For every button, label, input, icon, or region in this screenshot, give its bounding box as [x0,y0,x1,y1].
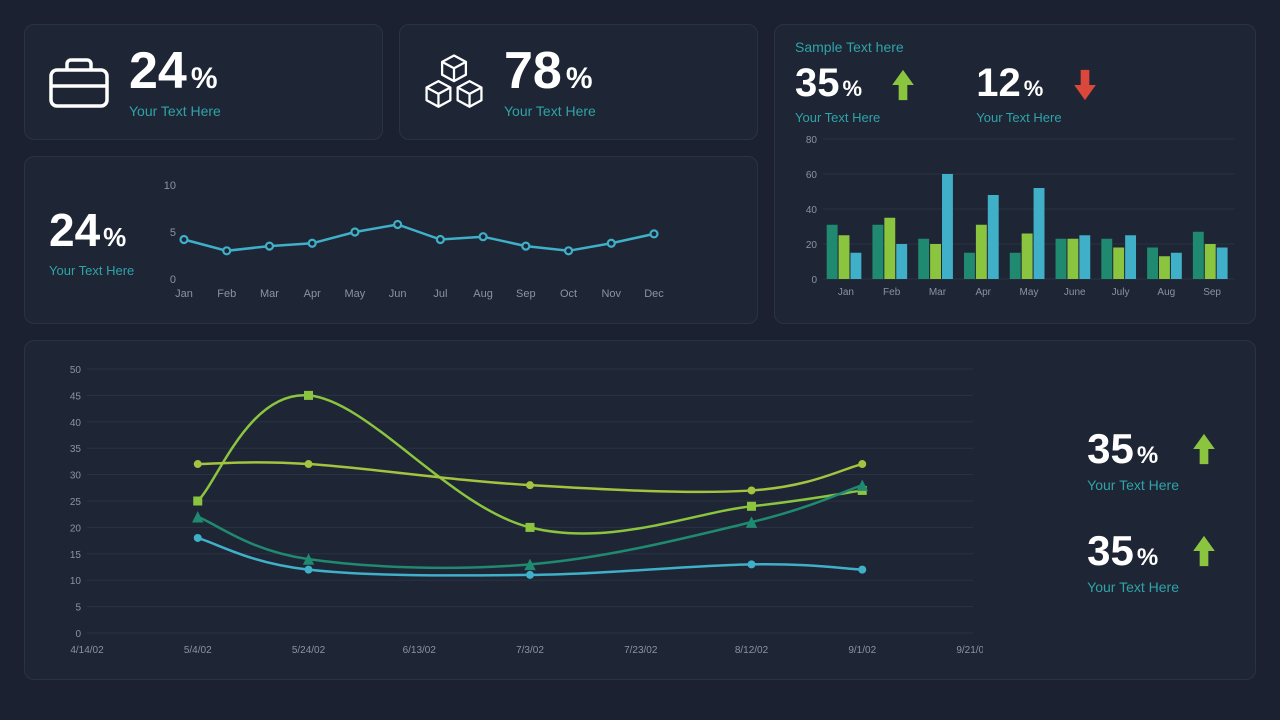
svg-text:Aug: Aug [1157,287,1175,298]
svg-text:May: May [1020,287,1039,298]
svg-text:15: 15 [70,550,82,561]
svg-text:4/14/02: 4/14/02 [70,645,104,656]
arrow-up-icon [1191,533,1217,569]
svg-text:35: 35 [70,444,82,455]
stat-b-unit: % [1024,76,1044,101]
svg-text:8/12/02: 8/12/02 [735,645,769,656]
svg-text:Jun: Jun [389,288,407,300]
svg-text:July: July [1112,287,1130,298]
kpi2-subtitle: Your Text Here [504,103,596,119]
svg-text:Feb: Feb [218,288,237,300]
svg-text:Nov: Nov [602,288,622,300]
svg-text:Apr: Apr [304,288,321,300]
svg-text:10: 10 [70,576,82,587]
svg-text:40: 40 [70,418,82,429]
svg-text:Sep: Sep [516,288,536,300]
sparkline-card: 24% Your Text Here 0 5 10 Jan Feb Mar Apr May Ju… [24,156,758,324]
bstat-a-unit: % [1137,442,1158,469]
svg-text:9/1/02: 9/1/02 [848,645,876,656]
grouped-bar-chart: 0 20 40 60 80 Jan Feb Mar Apr May June July Aug Sep [795,133,1241,303]
svg-text:0: 0 [170,274,176,286]
top-right-stat-a: 35% Your Text Here [795,61,916,125]
svg-text:7/3/02: 7/3/02 [516,645,544,656]
bstat-b-subtitle: Your Text Here [1087,579,1179,595]
sparkline-chart: 0 5 10 Jan Feb Mar Apr May Jun Jul Aug Sep Oct Nov Dec [154,175,664,305]
kpi-card-2: 78% Your Text Here [399,24,758,140]
svg-text:5: 5 [170,227,176,239]
svg-text:0: 0 [811,275,817,286]
top-right-title: Sample Text here [795,39,1235,55]
svg-text:7/23/02: 7/23/02 [624,645,658,656]
svg-text:Feb: Feb [883,287,901,298]
kpi-card-1: 24% Your Text Here [24,24,383,140]
top-right-card: Sample Text here 35% Your Text Here 12% … [774,24,1256,324]
svg-text:20: 20 [70,523,82,534]
svg-text:6/13/02: 6/13/02 [403,645,437,656]
kpi1-value: 24 [129,42,187,100]
svg-text:Oct: Oct [560,288,577,300]
svg-text:60: 60 [806,170,818,181]
kpi1-unit: % [191,62,218,95]
stat-a-value: 35 [795,61,840,105]
boxes-icon [422,50,486,114]
arrow-up-icon [890,67,916,103]
bstat-a-value: 35 [1087,425,1134,472]
stat-a-unit: % [843,76,863,101]
svg-text:Dec: Dec [645,288,665,300]
svg-text:Jul: Jul [434,288,448,300]
sparkline-subtitle: Your Text Here [49,263,134,278]
svg-text:20: 20 [806,240,818,251]
svg-text:Mar: Mar [929,287,947,298]
kpi2-value: 78 [504,42,562,100]
bottom-card: 0 5 10 15 20 25 30 35 40 45 50 4/14/02 5/4/02 5/24/02… [24,340,1256,680]
svg-text:0: 0 [75,629,81,640]
svg-text:40: 40 [806,205,818,216]
svg-text:5/4/02: 5/4/02 [184,645,212,656]
svg-text:Jan: Jan [838,287,854,298]
svg-text:5/24/02: 5/24/02 [292,645,326,656]
stat-b-subtitle: Your Text Here [976,110,1061,125]
svg-text:June: June [1064,287,1086,298]
briefcase-icon [47,50,111,114]
bstat-b-unit: % [1137,544,1158,571]
kpi1-subtitle: Your Text Here [129,103,221,119]
svg-text:25: 25 [70,497,82,508]
bottom-stat-a: 35% Your Text Here [1087,425,1217,493]
svg-text:9/21/02: 9/21/02 [956,645,983,656]
svg-text:Sep: Sep [1203,287,1221,298]
svg-text:10: 10 [164,180,176,192]
svg-text:Jan: Jan [175,288,193,300]
sparkline-value: 24 [49,204,100,256]
stat-a-subtitle: Your Text Here [795,110,880,125]
kpi2-unit: % [566,62,593,95]
svg-text:Apr: Apr [975,287,991,298]
svg-text:50: 50 [70,365,82,376]
bstat-b-value: 35 [1087,527,1134,574]
top-right-stat-b: 12% Your Text Here [976,61,1097,125]
svg-text:30: 30 [70,471,82,482]
svg-text:80: 80 [806,135,818,146]
svg-text:5: 5 [75,603,81,614]
bstat-a-subtitle: Your Text Here [1087,477,1179,493]
svg-text:Mar: Mar [260,288,279,300]
svg-text:45: 45 [70,391,82,402]
bottom-stat-b: 35% Your Text Here [1087,527,1217,595]
arrow-down-icon [1072,67,1098,103]
stat-b-value: 12 [976,61,1021,105]
bottom-line-chart: 0 5 10 15 20 25 30 35 40 45 50 4/14/02 5/4/02 5/24/02… [53,359,983,663]
arrow-up-icon [1191,431,1217,467]
svg-text:Aug: Aug [474,288,494,300]
sparkline-unit: % [103,222,126,252]
svg-text:May: May [345,288,366,300]
